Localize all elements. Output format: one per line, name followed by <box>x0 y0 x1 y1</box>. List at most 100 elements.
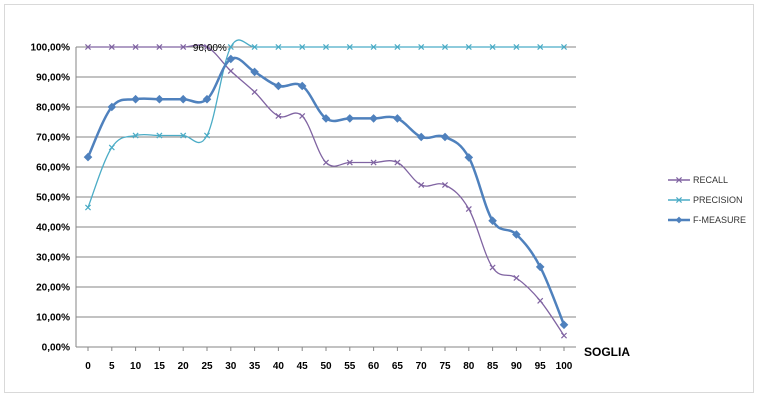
series-recall <box>84 43 568 339</box>
legend: RECALL PRECISION F-MEASURE <box>668 175 746 225</box>
data-point-recall <box>180 43 187 51</box>
x-tick-label: 20 <box>178 361 190 372</box>
data-point-recall <box>537 297 544 304</box>
x-tick-label: 70 <box>416 361 428 372</box>
data-point-precision <box>84 204 92 211</box>
x-tick-label: 5 <box>109 361 115 372</box>
legend-item-recall: RECALL <box>668 175 728 185</box>
data-point-recall <box>370 159 377 166</box>
y-tick-label: 90,00% <box>36 73 70 84</box>
x-tick-label: 80 <box>463 361 475 372</box>
chart-frame <box>4 4 754 393</box>
data-point-recall <box>560 332 568 339</box>
data-point-f-measure <box>131 94 140 104</box>
x-tick-label: 50 <box>320 361 332 372</box>
data-point-f-measure <box>250 67 259 77</box>
series-f-measure <box>83 54 569 330</box>
data-point-recall <box>251 88 258 96</box>
data-point-recall <box>489 264 496 271</box>
data-point-precision <box>418 43 425 51</box>
data-point-precision <box>275 43 282 51</box>
x-axis-title: SOGLIA <box>584 345 630 359</box>
y-tick-label: 80,00% <box>36 103 70 114</box>
y-tick-label: 70,00% <box>36 133 70 144</box>
y-tick-label: 40,00% <box>36 223 70 234</box>
x-tick-label: 60 <box>368 361 380 372</box>
x-tick-label: 30 <box>225 361 237 372</box>
x-tick-label: 25 <box>201 361 213 372</box>
data-point-precision <box>394 43 401 51</box>
data-point-recall <box>132 43 139 51</box>
y-tick-label: 50,00% <box>36 193 70 204</box>
data-point-precision <box>180 132 187 139</box>
data-label: 96,00% <box>193 43 227 54</box>
data-point-f-measure <box>321 114 331 123</box>
data-point-precision <box>251 43 258 51</box>
x-tick-label: 75 <box>439 361 451 372</box>
legend-label: RECALL <box>693 175 728 185</box>
y-tick-label: 60,00% <box>36 163 70 174</box>
legend-item-precision: PRECISION <box>668 195 743 205</box>
data-point-f-measure <box>440 132 450 142</box>
data-point-recall <box>441 181 449 189</box>
data-point-recall <box>346 159 353 166</box>
data-point-f-measure <box>345 114 355 123</box>
data-point-recall <box>418 181 425 189</box>
data-point-recall <box>513 274 520 282</box>
y-tick-label: 100,00% <box>31 43 71 54</box>
data-point-f-measure <box>369 114 378 123</box>
x-tick-label: 85 <box>487 361 499 372</box>
data-point-recall <box>227 67 234 75</box>
legend-label: F-MEASURE <box>693 215 746 225</box>
data-point-f-measure <box>535 262 545 272</box>
x-tick-label: 100 <box>556 361 573 372</box>
data-point-recall <box>108 43 115 51</box>
legend-item-f-measure: F-MEASURE <box>668 215 746 225</box>
legend-label: PRECISION <box>693 195 743 205</box>
data-point-precision <box>108 144 115 151</box>
data-point-recall <box>322 159 330 166</box>
data-point-f-measure <box>297 81 307 91</box>
data-point-recall <box>394 159 401 166</box>
data-point-precision <box>537 43 544 51</box>
series-line-precision <box>87 39 564 208</box>
data-point-f-measure <box>416 132 426 142</box>
data-point-f-measure <box>226 54 236 64</box>
data-point-f-measure <box>274 81 283 91</box>
data-point-precision <box>346 43 353 51</box>
data-point-recall <box>84 43 92 51</box>
data-point-precision <box>299 43 306 51</box>
data-point-precision <box>132 132 139 139</box>
x-tick-label: 10 <box>130 361 142 372</box>
x-tick-label: 65 <box>392 361 404 372</box>
data-point-precision <box>156 132 163 139</box>
x-tick-label: 0 <box>85 361 91 372</box>
x-tick-label: 45 <box>297 361 309 372</box>
data-point-f-measure <box>464 153 474 162</box>
x-axis: 0 5 10 15 20 25 30 35 40 45 50 55 60 65 70 75 80 85 90 95 10… <box>85 347 573 372</box>
data-point-recall <box>203 43 211 51</box>
y-tick-label: 0,00% <box>42 343 70 354</box>
y-tick-label: 10,00% <box>36 313 70 324</box>
legend-marker <box>675 196 683 204</box>
data-point-f-measure <box>155 94 164 104</box>
y-axis: 0,00% 10,00% 20,00% 30,00% 40,00% 50,00% 60,00… <box>31 43 77 354</box>
data-point-recall <box>299 112 306 120</box>
grid-lines <box>76 46 576 348</box>
data-point-f-measure <box>83 152 93 162</box>
data-point-recall <box>465 205 472 213</box>
data-point-precision <box>322 43 330 51</box>
data-point-precision <box>441 43 449 51</box>
data-point-precision <box>227 43 234 51</box>
y-tick-label: 30,00% <box>36 253 70 264</box>
data-point-f-measure <box>178 94 188 104</box>
data-point-f-measure <box>202 94 212 104</box>
x-tick-label: 55 <box>344 361 356 372</box>
data-point-f-measure <box>512 230 521 239</box>
annotations: 96,00% <box>193 43 227 54</box>
x-tick-label: 15 <box>154 361 166 372</box>
legend-marker <box>675 176 683 184</box>
data-point-precision <box>560 43 568 51</box>
series-group <box>83 39 569 339</box>
x-tick-label: 40 <box>273 361 285 372</box>
